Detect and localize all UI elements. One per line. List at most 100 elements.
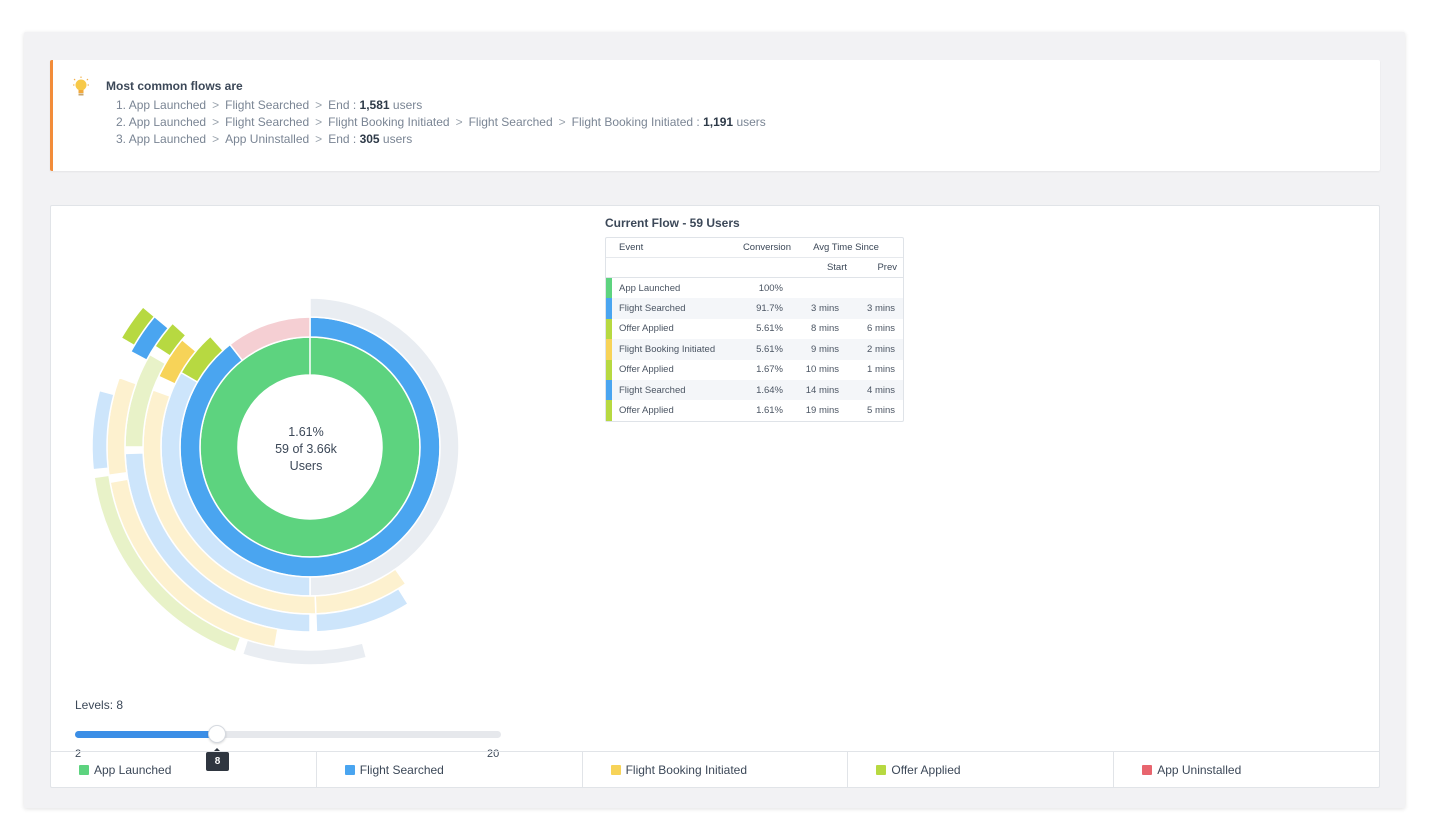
ring-app-uninstalled[interactable] bbox=[228, 316, 311, 362]
flow-step: Flight Searched bbox=[225, 98, 310, 112]
ring-flight-7[interactable] bbox=[91, 389, 115, 471]
flow-index: 1. bbox=[116, 98, 129, 112]
flow-item: 3. App Launched > App Uninstalled > End : 30… bbox=[116, 132, 412, 146]
cell-prev: 5 mins bbox=[867, 405, 895, 417]
cell-prev: 6 mins bbox=[867, 323, 895, 335]
flow-count: 305 bbox=[359, 132, 380, 146]
legend-swatch-icon bbox=[79, 765, 89, 775]
table-row[interactable]: Flight Booking Initiated 5.61% 9 mins 2 min… bbox=[606, 339, 903, 360]
legend-item[interactable]: Flight Searched bbox=[317, 752, 583, 788]
legend-label: Flight Searched bbox=[359, 763, 444, 777]
flow-analysis-card: 1.61% 59 of 3.66k Users Current Flow - 5… bbox=[50, 205, 1380, 788]
legend-label: App Uninstalled bbox=[1157, 763, 1242, 777]
flow-step: App Launched bbox=[128, 98, 207, 112]
legend-label: Offer Applied bbox=[891, 763, 961, 777]
ring-offer-applied-7[interactable] bbox=[120, 305, 156, 347]
levels-label: Levels: 8 bbox=[75, 698, 124, 712]
ring-flight-searched-5[interactable] bbox=[315, 587, 410, 633]
table-header: Event Conversion Avg Time Since bbox=[606, 238, 903, 258]
table-row[interactable]: Flight Searched 91.7% 3 mins 3 mins bbox=[606, 298, 903, 319]
current-flow-title: Current Flow - 59 Users bbox=[605, 216, 740, 230]
table-row[interactable]: Offer Applied 1.67% 10 mins 1 mins bbox=[606, 359, 903, 380]
cell-start: 8 mins bbox=[811, 323, 839, 335]
cell-start: 9 mins bbox=[811, 343, 839, 355]
header-conversion: Conversion bbox=[742, 242, 791, 253]
sunburst-chart bbox=[91, 297, 460, 666]
table-row[interactable]: Offer Applied 5.61% 8 mins 6 mins bbox=[606, 318, 903, 340]
table-row[interactable]: Flight Searched 1.64% 14 mins 4 mins bbox=[606, 379, 903, 401]
event-legend: App Launched Flight Searched Flight Bookin… bbox=[51, 751, 1379, 788]
flow-unit: users bbox=[379, 132, 413, 146]
event-color-bar bbox=[606, 298, 612, 319]
event-color-bar bbox=[606, 339, 612, 360]
event-color-bar bbox=[606, 318, 612, 340]
legend-item[interactable]: App Uninstalled bbox=[1114, 752, 1379, 788]
event-color-bar bbox=[606, 400, 612, 421]
flow-separator: : bbox=[349, 98, 360, 112]
table-row[interactable]: Offer Applied 1.61% 19 mins 5 mins bbox=[606, 400, 903, 421]
flow-step: End bbox=[328, 98, 350, 112]
page-container: Most common flows are 1. App Launched > Fl… bbox=[24, 32, 1405, 808]
cell-conversion: 91.7% bbox=[756, 303, 783, 315]
event-color-bar bbox=[606, 379, 612, 401]
cell-prev: 2 mins bbox=[867, 343, 895, 355]
cell-event: Flight Searched bbox=[619, 384, 686, 396]
cell-prev: 3 mins bbox=[867, 303, 895, 315]
header-prev: Prev bbox=[877, 262, 897, 273]
legend-swatch-icon bbox=[344, 765, 355, 775]
flow-step: App Uninstalled bbox=[225, 132, 310, 146]
slider-min-label: 2 bbox=[75, 748, 82, 760]
legend-item[interactable]: Offer Applied bbox=[848, 752, 1115, 788]
cell-start: 3 mins bbox=[811, 303, 839, 315]
slider-value-tooltip: 8 bbox=[206, 748, 229, 771]
flow-index: 3. bbox=[116, 132, 129, 146]
cell-event: Offer Applied bbox=[619, 364, 674, 376]
flow-count: 1,581 bbox=[359, 98, 390, 112]
ring-offer-7[interactable] bbox=[93, 474, 242, 653]
cell-start: 10 mins bbox=[805, 364, 839, 376]
cell-event: Flight Searched bbox=[619, 303, 686, 315]
flow-count: 1,191 bbox=[703, 115, 734, 129]
levels-slider-track[interactable] bbox=[75, 731, 501, 738]
cell-start: 19 mins bbox=[805, 405, 839, 417]
event-color-bar bbox=[606, 278, 612, 299]
cell-conversion: 5.61% bbox=[756, 343, 783, 355]
cell-prev: 1 mins bbox=[867, 364, 895, 376]
legend-item[interactable]: App Launched bbox=[51, 752, 317, 788]
legend-swatch-icon bbox=[1142, 765, 1153, 775]
levels-slider-handle[interactable] bbox=[208, 725, 226, 743]
header-event: Event bbox=[619, 242, 644, 253]
insight-title: Most common flows are bbox=[106, 79, 243, 93]
chevron-right-icon: > bbox=[455, 115, 463, 129]
cell-conversion: 5.61% bbox=[756, 323, 783, 335]
flow-step: Flight Searched bbox=[225, 115, 310, 129]
chevron-right-icon: > bbox=[315, 115, 323, 129]
chevron-right-icon: > bbox=[212, 115, 220, 129]
center-count: 59 of 3.66k bbox=[275, 442, 337, 456]
legend-swatch-icon bbox=[876, 765, 887, 775]
table-subheader: Start Prev bbox=[606, 258, 903, 278]
flow-index: 2. bbox=[116, 115, 129, 129]
chevron-right-icon: > bbox=[315, 132, 323, 146]
cell-event: Offer Applied bbox=[619, 405, 674, 417]
legend-item[interactable]: Flight Booking Initiated bbox=[583, 752, 849, 788]
cell-event: Offer Applied bbox=[619, 323, 674, 335]
flow-step: App Launched bbox=[128, 115, 207, 129]
flow-item: 2. App Launched > Flight Searched > Flight B… bbox=[116, 115, 766, 129]
current-flow-table: Event Conversion Avg Time Since Start Pr… bbox=[605, 237, 904, 422]
table-row[interactable]: App Launched 100% bbox=[606, 278, 903, 299]
chevron-right-icon: > bbox=[212, 98, 220, 112]
cell-event: App Launched bbox=[619, 282, 681, 294]
ring-grey-7[interactable] bbox=[241, 639, 368, 666]
lightbulb-icon bbox=[73, 76, 89, 96]
center-percent: 1.61% bbox=[288, 425, 324, 439]
flow-step: Flight Booking Initiated bbox=[571, 115, 694, 129]
legend-label: Flight Booking Initiated bbox=[625, 763, 747, 777]
flow-item: 1. App Launched > Flight Searched > End : 1,… bbox=[116, 98, 422, 112]
flow-unit: users bbox=[389, 98, 423, 112]
cell-event: Flight Booking Initiated bbox=[619, 343, 716, 355]
event-color-bar bbox=[606, 359, 612, 380]
flow-unit: users bbox=[733, 115, 766, 129]
table-body: App Launched 100% Flight Searched 91.7% 3 mi… bbox=[606, 278, 903, 421]
cell-start: 14 mins bbox=[805, 384, 839, 396]
